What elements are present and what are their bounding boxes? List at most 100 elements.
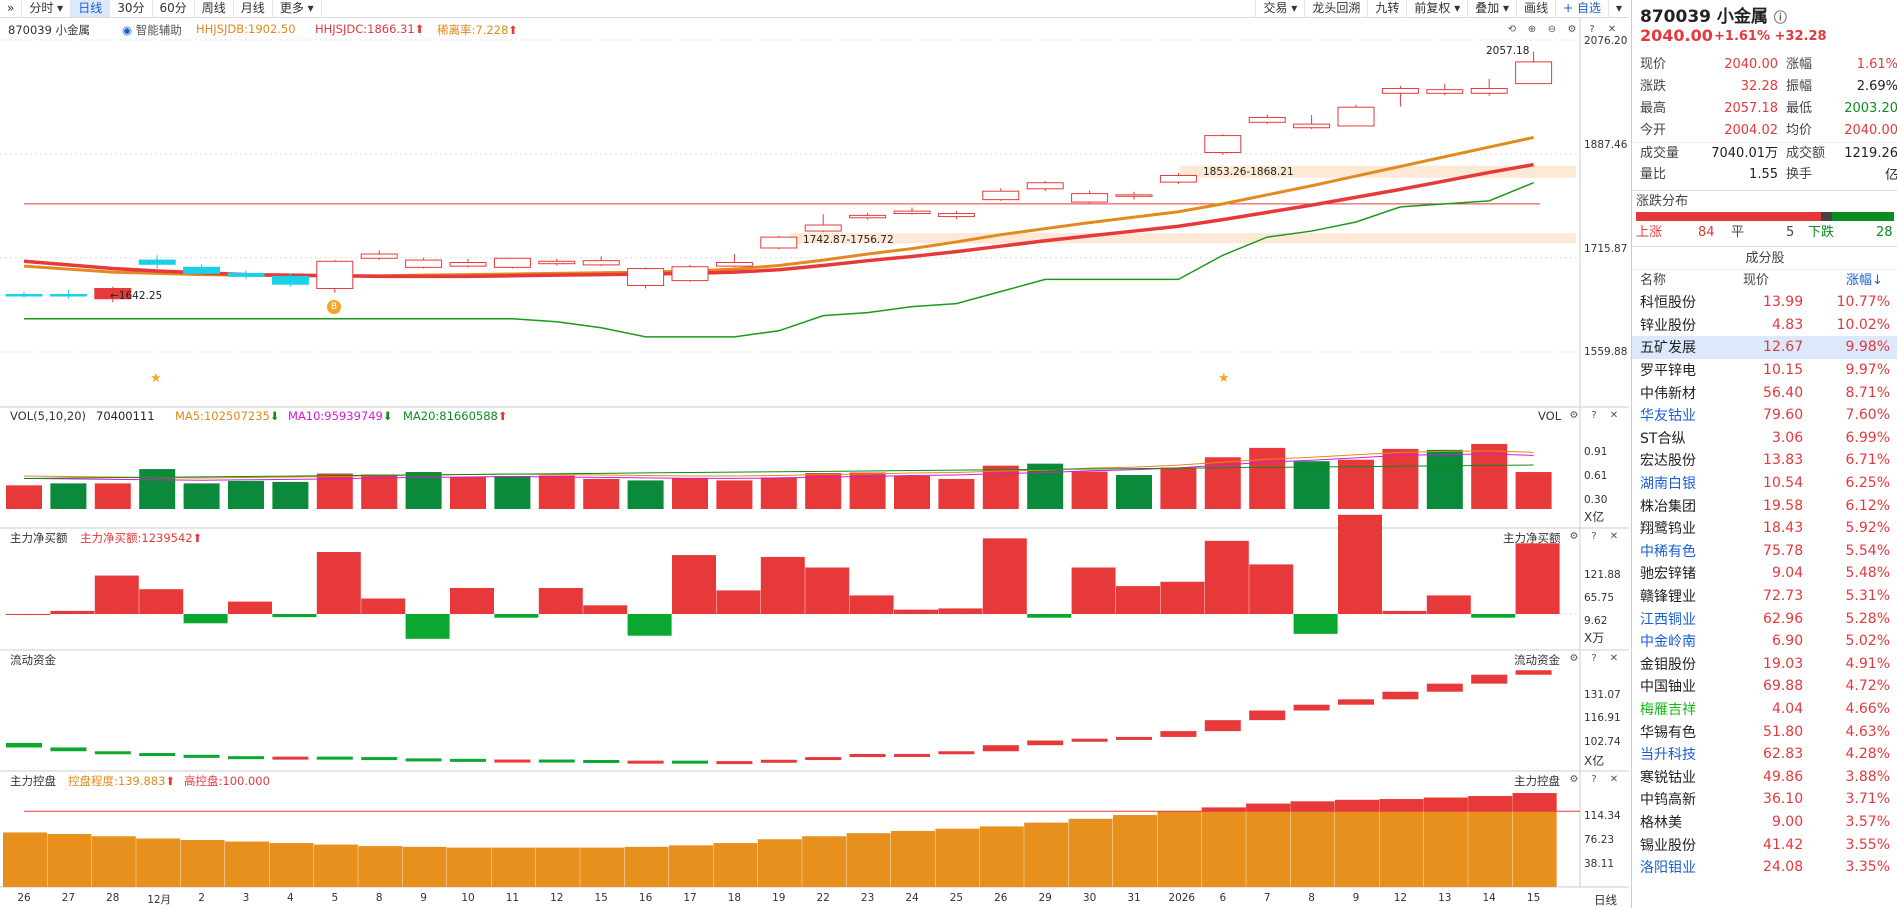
star-marker-icon[interactable]: ★: [1218, 371, 1230, 386]
stock-row[interactable]: 五矿发展 12.67 9.98%: [1632, 336, 1897, 359]
stock-row[interactable]: 当升科技 62.83 4.28%: [1632, 743, 1897, 766]
nine-turn-button[interactable]: 九转: [1367, 0, 1406, 17]
settings-icon[interactable]: ⚙: [1569, 774, 1579, 785]
col-name[interactable]: 名称: [1640, 273, 1667, 288]
draw-button[interactable]: 画线: [1516, 0, 1555, 17]
help-icon[interactable]: ?: [1591, 531, 1597, 542]
date-label: 4: [287, 892, 294, 904]
stock-row[interactable]: 中金岭南 6.90 5.02%: [1632, 630, 1897, 653]
netbuy-bar: [316, 552, 361, 614]
stock-row[interactable]: 华锡有色 51.80 4.63%: [1632, 720, 1897, 743]
close-icon[interactable]: ✕: [1609, 531, 1619, 542]
settings-icon[interactable]: ⚙: [1569, 410, 1579, 421]
stock-row[interactable]: 赣锋锂业 72.73 5.31%: [1632, 585, 1897, 608]
help-icon[interactable]: ?: [1589, 24, 1595, 35]
stock-row[interactable]: 锌业股份 4.83 10.02%: [1632, 314, 1897, 337]
stock-row[interactable]: 中伟新材 56.40 8.71%: [1632, 381, 1897, 404]
flow-bar: [316, 756, 353, 760]
flow-right-label: 流动资金: [1514, 653, 1560, 667]
close-icon[interactable]: ✕: [1607, 24, 1617, 35]
period-label[interactable]: 日线: [1594, 893, 1617, 907]
stock-name: 赣锋锂业: [1640, 589, 1696, 606]
flow-bar: [1382, 691, 1419, 700]
help-icon[interactable]: ?: [1591, 653, 1597, 664]
stock-row[interactable]: 华友钴业 79.60 7.60%: [1632, 404, 1897, 427]
stock-row[interactable]: 洛阳钼业 24.08 3.35%: [1632, 856, 1897, 879]
adjust-menu[interactable]: 前复权 ▾: [1406, 0, 1467, 17]
stock-row[interactable]: 锡业股份 41.42 3.55%: [1632, 833, 1897, 856]
zone-label-2: 1853.26-1868.21: [1203, 166, 1294, 178]
stock-row[interactable]: 格林美 9.00 3.57%: [1632, 811, 1897, 834]
stock-row[interactable]: 梅雁吉祥 4.04 4.66%: [1632, 698, 1897, 721]
stock-name: 株冶集团: [1640, 498, 1696, 515]
stock-row[interactable]: 寒锐钴业 49.86 3.88%: [1632, 765, 1897, 788]
stock-row[interactable]: 罗平锌电 10.15 9.97%: [1632, 359, 1897, 382]
refresh-icon[interactable]: ⟲: [1507, 24, 1517, 35]
date-label: 26: [17, 892, 31, 904]
tab-30min[interactable]: 30分: [110, 0, 153, 17]
tab-more[interactable]: 更多 ▾: [273, 0, 322, 17]
zoom-in-icon[interactable]: ⊕: [1527, 24, 1537, 35]
netbuy-right-label: 主力净买额: [1503, 531, 1561, 545]
star-marker-icon[interactable]: ★: [150, 371, 162, 386]
tab-weekly[interactable]: 周线: [195, 0, 234, 17]
buy-marker-icon[interactable]: B: [327, 300, 341, 314]
leader-review-button[interactable]: 龙头回溯: [1304, 0, 1367, 17]
stock-change: 5.92%: [1845, 520, 1890, 537]
volume-bar: [1426, 449, 1463, 509]
control-bar: [225, 841, 269, 887]
tab-daily[interactable]: 日线: [71, 0, 111, 17]
flow-bar: [1116, 736, 1152, 740]
settings-icon[interactable]: ⚙: [1567, 24, 1577, 35]
stock-row[interactable]: 湖南白银 10.54 6.25%: [1632, 472, 1897, 495]
quote-row: 现价 2040.00 涨幅 1.61%: [1640, 57, 1897, 72]
stock-row[interactable]: 翔鹭钨业 18.43 5.92%: [1632, 517, 1897, 540]
stocks-title: 成分股: [1632, 246, 1897, 269]
assist-toggle[interactable]: ◉ 智能辅助: [122, 23, 182, 37]
flow-bar: [849, 753, 886, 758]
control-bar: [979, 826, 1024, 887]
trade-menu[interactable]: 交易 ▾: [1255, 0, 1304, 17]
stock-change: 4.63%: [1845, 723, 1890, 740]
close-icon[interactable]: ✕: [1609, 774, 1619, 785]
col-change-sort[interactable]: 涨幅↓: [1846, 273, 1883, 288]
stock-change: 9.98%: [1803, 336, 1897, 359]
control-bar-high: [1201, 807, 1246, 812]
netbuy-bar: [538, 587, 583, 614]
expand-icon[interactable]: »: [0, 0, 23, 17]
close-icon[interactable]: ✕: [1609, 410, 1619, 421]
overlay-menu[interactable]: 叠加 ▾: [1467, 0, 1516, 17]
help-icon[interactable]: ?: [1591, 774, 1597, 785]
control-bar: [1024, 822, 1069, 887]
y-tick-ctrl-1: 76.23: [1584, 834, 1615, 846]
tab-intraday[interactable]: 分时 ▾: [22, 0, 72, 17]
candle-body: [982, 190, 1020, 201]
add-watchlist-button[interactable]: + 自选: [1555, 0, 1608, 17]
zoom-out-icon[interactable]: ⊖: [1547, 24, 1557, 35]
tab-monthly[interactable]: 月线: [234, 0, 273, 17]
stock-row[interactable]: 金钼股份 19.03 4.91%: [1632, 653, 1897, 676]
stock-row[interactable]: 驰宏锌锗 9.04 5.48%: [1632, 562, 1897, 585]
settings-icon[interactable]: ⚙: [1569, 531, 1579, 542]
volume-bar: [583, 478, 620, 509]
stock-row[interactable]: ST合纵 3.06 6.99%: [1632, 427, 1897, 450]
stock-row[interactable]: 江西铜业 62.96 5.28%: [1632, 607, 1897, 630]
toolbar-dropdown-icon[interactable]: ▾: [1607, 0, 1629, 17]
stock-row[interactable]: 科恒股份 13.99 10.77%: [1632, 291, 1897, 314]
chart-canvas[interactable]: [0, 0, 1629, 908]
info-icon[interactable]: ⓘ: [1773, 11, 1787, 26]
control-bar: [1113, 815, 1157, 887]
tab-60min[interactable]: 60分: [153, 0, 195, 17]
stock-row[interactable]: 株冶集团 19.58 6.12%: [1632, 494, 1897, 517]
stock-row[interactable]: 中国铀业 69.88 4.72%: [1632, 675, 1897, 698]
close-icon[interactable]: ✕: [1609, 653, 1619, 664]
help-icon[interactable]: ?: [1591, 410, 1597, 421]
stock-row[interactable]: 宏达股份 13.83 6.71%: [1632, 449, 1897, 472]
stock-row[interactable]: 中钨高新 36.10 3.71%: [1632, 788, 1897, 811]
col-price[interactable]: 现价: [1743, 273, 1770, 288]
stock-change: 3.88%: [1845, 768, 1890, 785]
settings-icon[interactable]: ⚙: [1569, 653, 1579, 664]
netbuy-unit: X万: [1584, 631, 1605, 645]
stock-name: 当升科技: [1640, 747, 1696, 764]
stock-row[interactable]: 中稀有色 75.78 5.54%: [1632, 540, 1897, 563]
